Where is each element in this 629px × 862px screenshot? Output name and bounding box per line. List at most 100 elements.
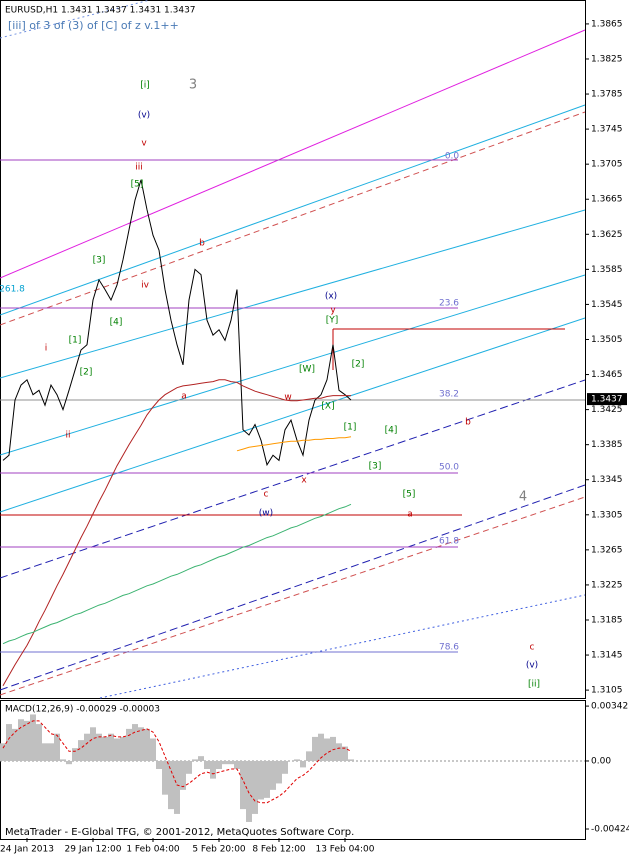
macd-bar xyxy=(312,736,318,761)
macd-bar xyxy=(282,760,288,774)
wave-label: 261.8 xyxy=(0,285,25,295)
wave-label: [W] xyxy=(299,365,315,375)
wave-label: 3 xyxy=(189,78,197,93)
macd-bar xyxy=(120,736,126,761)
wave-label: 50.0 xyxy=(439,463,459,473)
wave-label: [3] xyxy=(369,462,382,472)
macd-bar xyxy=(96,733,102,761)
macd-bar xyxy=(90,727,96,761)
macd-bar xyxy=(300,760,306,768)
macd-bar xyxy=(222,760,228,765)
y-tick-label: 1.3425 xyxy=(591,405,623,415)
y-tick-label: 1.3265 xyxy=(591,545,623,555)
y-tick-label: 1.3745 xyxy=(591,125,623,135)
macd-bar xyxy=(84,733,90,761)
macd-bar xyxy=(324,738,330,761)
macd-bar xyxy=(246,760,252,822)
macd-bar xyxy=(24,720,30,761)
trend-line xyxy=(0,29,586,279)
macd-bar xyxy=(126,728,132,761)
y-tick-label: 1.3145 xyxy=(591,651,623,661)
macd-bar xyxy=(294,759,300,761)
macd-bar xyxy=(18,719,24,761)
wave-label: [5] xyxy=(131,180,144,190)
y-tick-label: 1.3625 xyxy=(591,230,623,240)
macd-bar xyxy=(42,743,48,761)
wave-label: iv xyxy=(141,281,150,291)
macd-bar xyxy=(204,760,210,769)
trend-line xyxy=(0,379,586,579)
macd-panel-frame xyxy=(0,700,586,840)
x-tick-label: 13 Feb 04:00 xyxy=(315,845,374,855)
moving-average xyxy=(2,503,352,645)
macd-bar xyxy=(132,724,138,761)
y-tick-label: 1.3105 xyxy=(591,686,623,696)
wave-label: (v) xyxy=(138,111,150,121)
macd-bar xyxy=(144,728,150,761)
y-tick-label: 1.3305 xyxy=(591,510,623,520)
wave-label: [ii] xyxy=(528,680,540,690)
wave-label: [i] xyxy=(140,81,150,91)
wave-label: [1] xyxy=(344,423,357,433)
macd-bar xyxy=(6,724,12,761)
macd-bar xyxy=(12,728,18,761)
wave-label: 61.8 xyxy=(439,537,459,547)
wave-label: [1] xyxy=(69,336,82,346)
y-tick-label: 1.3345 xyxy=(591,475,623,485)
wave-label: [4] xyxy=(385,426,398,436)
wave-label: [X] xyxy=(321,402,334,412)
price-line xyxy=(2,179,352,467)
wave-label: [5] xyxy=(403,490,416,500)
macd-bar xyxy=(318,733,324,761)
y-tick-label: 1.3665 xyxy=(591,195,623,205)
macd-bar xyxy=(36,724,42,761)
macd-bar xyxy=(156,760,162,769)
x-tick-label: 1 Feb 04:00 xyxy=(126,845,180,855)
macd-bar xyxy=(108,733,114,761)
y-tick-label: 0.00342 xyxy=(591,702,628,712)
wave-label: v xyxy=(141,139,147,149)
wave-label: x xyxy=(301,476,307,486)
macd-bar xyxy=(186,760,192,774)
x-tick-label: 8 Feb 12:00 xyxy=(252,845,306,855)
y-tick-label: 1.3225 xyxy=(591,580,623,590)
trend-line xyxy=(0,484,586,691)
trend-line xyxy=(0,104,586,316)
macd-bar xyxy=(138,727,144,761)
copyright-note: MetaTrader - E-Global TFG, © 2001-2012, … xyxy=(5,827,354,838)
y-tick-label: 1.3185 xyxy=(591,615,623,625)
signal-line xyxy=(2,720,352,804)
macd-bar xyxy=(66,760,72,765)
macd-bar xyxy=(342,746,348,761)
macd-bar xyxy=(240,760,246,810)
macd-bar xyxy=(270,760,276,790)
trend-line xyxy=(0,0,151,39)
current-price-label: 1.3437 xyxy=(591,395,623,405)
macd-bar xyxy=(234,760,240,769)
macd-bar xyxy=(336,743,342,761)
macd-bar xyxy=(276,760,282,784)
macd-bar xyxy=(48,743,54,761)
wave-label: 78.6 xyxy=(439,643,459,653)
macd-header: MACD(12,26,9) -0.00029 -0.00003 xyxy=(5,705,160,715)
wave-label: c xyxy=(264,490,269,500)
wave-label: y xyxy=(330,306,336,316)
macd-bar xyxy=(162,760,168,795)
x-tick-label: 5 Feb 20:00 xyxy=(192,845,246,855)
macd-bar xyxy=(216,760,222,769)
trend-line xyxy=(0,274,586,456)
wave-label: w xyxy=(284,393,291,403)
wave-label: 0.0 xyxy=(445,152,460,162)
wave-label: [2] xyxy=(352,360,365,370)
macd-bar xyxy=(54,733,60,761)
y-tick-label: 1.3505 xyxy=(591,335,623,345)
y-tick-label: 1.3585 xyxy=(591,265,623,275)
y-tick-label: 1.3785 xyxy=(591,90,623,100)
wave-label: [4] xyxy=(110,318,123,328)
expert-comment: [iii] of 3 of (3) of [C] of z v.1++ xyxy=(8,19,179,32)
wave-label: [Y] xyxy=(326,316,339,326)
y-tick-label: 1.3545 xyxy=(591,300,623,310)
trend-line xyxy=(0,111,586,326)
